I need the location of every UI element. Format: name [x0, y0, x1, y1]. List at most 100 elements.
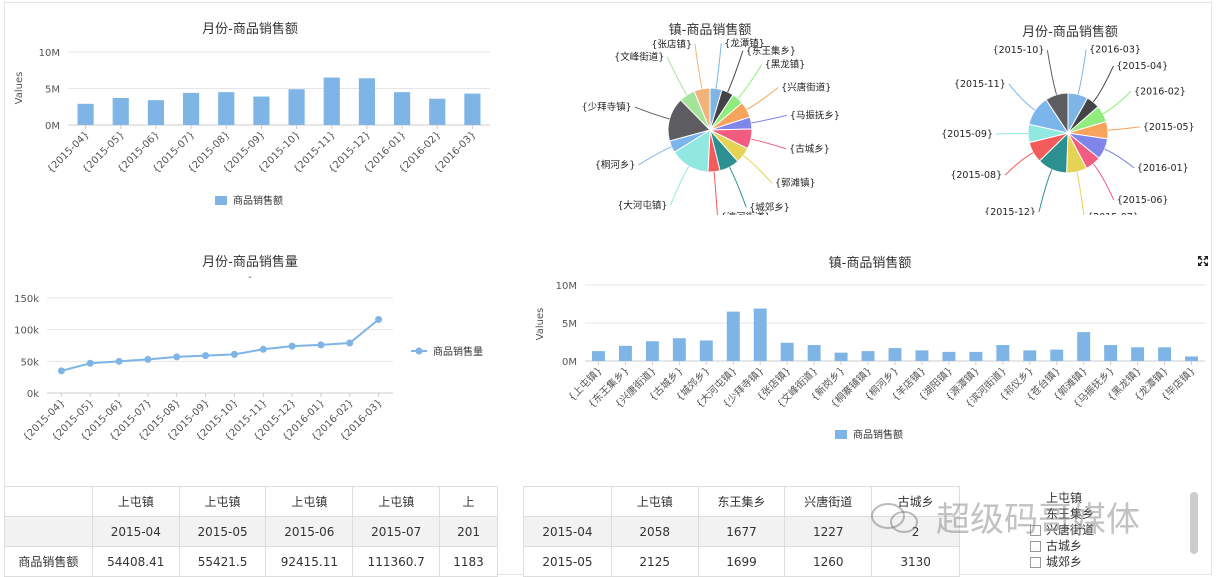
- table-cell: 上: [439, 486, 498, 517]
- pivot-table-left: 上屯镇 上屯镇 上屯镇 上屯镇上 2015-04 2015-05 2015-06 2015-0…: [4, 486, 498, 577]
- table-cell: 2015-06: [265, 516, 354, 547]
- table-cell: 上屯镇: [265, 486, 354, 517]
- pie-connector: [729, 166, 747, 208]
- bar: [834, 352, 848, 361]
- pie-label: {2015-04}: [1116, 61, 1168, 72]
- table-row: 2015-04 2058 1677 1227 2: [523, 516, 960, 547]
- expand-icon[interactable]: [1197, 255, 1209, 267]
- pie-label: {黑龙镇}: [765, 59, 806, 71]
- pie-connector: [743, 155, 773, 184]
- table-cell: 2015-07: [352, 516, 441, 547]
- month-sales-bar-chart: 月份-商品销售额Values0M5M10M{2015-04}{2015-05}{…: [14, 21, 490, 207]
- month-sales-pie-chart: 月份-商品销售额 {2016-03} {2015-04} {2016-02} {2015…: [941, 24, 1195, 215]
- pie-label: {2015-05}: [1143, 122, 1195, 133]
- bar: [358, 78, 376, 125]
- chart-title: 月份-商品销售额: [1022, 24, 1118, 40]
- pie-connector: [1004, 152, 1034, 176]
- pie-label: {兴唐街道}: [781, 82, 831, 94]
- bar: [618, 345, 632, 361]
- filter-item[interactable]: 东王集乡: [1000, 506, 1200, 522]
- bar: [77, 103, 94, 125]
- bar: [592, 351, 605, 361]
- bar: [726, 311, 740, 361]
- chart-title: 月份-商品销售量: [202, 254, 298, 270]
- bar: [1104, 345, 1118, 361]
- filter-checkbox[interactable]: [1030, 541, 1041, 552]
- bar: [672, 338, 686, 361]
- filter-item[interactable]: 上屯镇: [1000, 490, 1200, 506]
- filter-item[interactable]: 城郊乡: [1000, 554, 1200, 570]
- data-point: [346, 339, 354, 347]
- filter-item-label: 古城乡: [1046, 539, 1083, 553]
- pie-label: {2015-08}: [950, 170, 1002, 181]
- pie-connector: [1104, 148, 1135, 169]
- table-cell: 1677: [697, 516, 786, 547]
- table-cell: 上屯镇: [91, 486, 180, 517]
- month-quantity-line-chart: 月份-商品销售量-0k50k100k150k{2015-04}{2015-05}…: [14, 254, 483, 444]
- pie-label: {龙潭镇}: [724, 38, 765, 50]
- bar: [464, 93, 481, 125]
- pie-connector: [751, 114, 788, 124]
- pie-label: {大河屯镇}: [617, 199, 667, 211]
- table-cell: 古城乡: [871, 486, 960, 517]
- scrollbar[interactable]: [1190, 492, 1198, 554]
- bar: [288, 89, 305, 125]
- legend-label: 商品销售额: [853, 428, 903, 441]
- legend-label: 商品销售额: [233, 194, 283, 207]
- table-cell: 1260: [784, 546, 873, 577]
- table-cell: 1227: [784, 516, 873, 547]
- pie-label: {2016-01}: [1137, 163, 1189, 174]
- series-line: [61, 318, 380, 372]
- table-cell: 1699: [697, 546, 786, 577]
- chart-title: 镇-商品销售额: [669, 22, 752, 38]
- filter-checkbox[interactable]: [1030, 557, 1041, 568]
- data-point: [144, 355, 152, 363]
- bar: [1050, 349, 1064, 361]
- bar: [218, 92, 235, 125]
- pie-label: {古城乡}: [789, 143, 830, 155]
- pie-slice: [1045, 92, 1069, 135]
- pie-label: {少拜寺镇}: [582, 101, 632, 113]
- pie-connector: [1038, 169, 1053, 213]
- y-axis-label: Values: [14, 72, 25, 105]
- data-point: [317, 341, 325, 349]
- table-cell: 2125: [610, 546, 699, 577]
- pie-label: {2015-10}: [993, 45, 1045, 56]
- pie-connector: [694, 44, 703, 89]
- table-cell: 上屯镇: [178, 486, 267, 517]
- table-cell: [523, 486, 612, 517]
- pie-connector: [669, 165, 690, 206]
- pie-label: {张店镇}: [651, 38, 692, 50]
- pie-connector: [638, 146, 672, 166]
- bar: [888, 348, 902, 361]
- table-cell: 2015-04: [523, 516, 612, 547]
- table-cell: 2015-04: [91, 516, 180, 547]
- filter-checkbox[interactable]: [1030, 525, 1041, 536]
- filter-item[interactable]: 古城乡: [1000, 538, 1200, 554]
- town-sales-bar-chart: 镇-商品销售额Values0M5M10M{上屯镇}{东王集乡}{兴唐街道}{古城…: [535, 255, 1205, 441]
- bar: [753, 308, 767, 361]
- table-cell: 商品销售额: [4, 546, 93, 577]
- y-tick-label: 5M: [45, 85, 60, 96]
- table-cell: 54408.41: [91, 546, 180, 577]
- filter-item-label: 兴唐街道: [1046, 523, 1095, 537]
- pie-label: {马振抚乡}: [790, 109, 840, 121]
- bar: [699, 340, 713, 361]
- table-row: 商品销售额 54408.41 55421.5 92415.11 111360.7 1183: [4, 546, 498, 577]
- bar: [253, 96, 270, 125]
- pie-connector: [727, 50, 744, 93]
- chart-title: 月份-商品销售额: [202, 21, 298, 37]
- table-row: 2015-04 2015-05 2015-06 2015-07 201: [4, 516, 498, 547]
- bar: [1077, 332, 1091, 361]
- table-cell: 55421.5: [178, 546, 267, 577]
- bar: [393, 92, 411, 125]
- filter-item[interactable]: 兴唐街道: [1000, 522, 1200, 538]
- bar: [429, 98, 446, 125]
- bar: [807, 345, 821, 361]
- pie-connector: [713, 171, 718, 215]
- data-point: [173, 353, 181, 361]
- pie-connector: [1107, 126, 1140, 131]
- pie-connector: [737, 64, 763, 99]
- pie-label: {郭滩镇}: [775, 177, 816, 189]
- bar: [969, 351, 983, 361]
